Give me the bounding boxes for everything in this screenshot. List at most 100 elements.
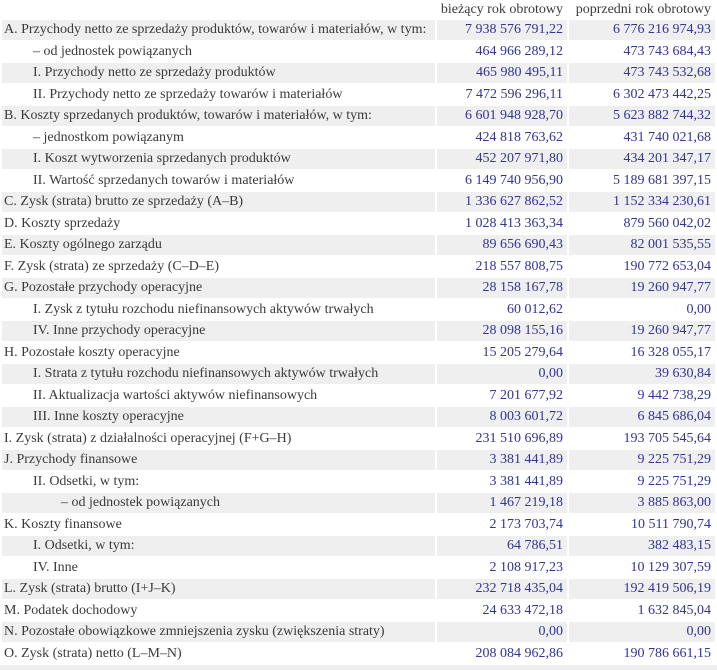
value-current-year: 1 028 413 363,34 — [436, 213, 567, 233]
table-row: II. Wartość sprzedanych towarów i materi… — [2, 170, 715, 190]
value-previous-year: 190 772 653,04 — [569, 256, 715, 276]
value-previous-year: 0,00 — [569, 299, 715, 319]
row-label: E. Koszty ogólnego zarządu — [2, 235, 435, 255]
row-label: K. Koszty finansowe — [2, 514, 435, 534]
table-row: I. Odsetki, w tym: 64 786,51 382 483,15 — [2, 536, 715, 556]
value-previous-year: 39 630,84 — [569, 364, 715, 384]
table-row: II. Aktualizacja wartości aktywów niefin… — [2, 385, 715, 405]
value-current-year: 218 557 808,75 — [436, 256, 567, 276]
value-previous-year: 473 743 532,68 — [569, 63, 715, 83]
table-row: I. Zysk (strata) z działalności operacyj… — [2, 428, 715, 448]
row-label: M. Podatek dochodowy — [2, 600, 435, 620]
value-current-year: 232 718 435,04 — [436, 579, 567, 599]
table-row: O. Zysk (strata) netto (L–M–N) 208 084 96… — [2, 643, 715, 663]
row-label: – jednostkom powiązanym — [2, 127, 435, 147]
value-current-year: 6 149 740 956,90 — [436, 170, 567, 190]
value-previous-year: 382 483,15 — [569, 536, 715, 556]
value-current-year: 2 173 703,74 — [436, 514, 567, 534]
table-row: I. Zysk z tytułu rozchodu niefinansowych… — [2, 299, 715, 319]
value-current-year: 60 012,62 — [436, 299, 567, 319]
table-row: G. Pozostałe przychody operacyjne 28 158 … — [2, 278, 715, 298]
table-row: – od jednostek powiązanych 1 467 219,18 3 … — [2, 493, 715, 513]
table-row: N. Pozostałe obowiązkowe zmniejszenia zy… — [2, 622, 715, 642]
value-previous-year: 5 189 681 397,15 — [569, 170, 715, 190]
value-previous-year: 3 885 863,00 — [569, 493, 715, 513]
value-previous-year: 434 201 347,17 — [569, 149, 715, 169]
value-previous-year: 0,00 — [569, 622, 715, 642]
value-previous-year: 193 705 545,64 — [569, 428, 715, 448]
value-previous-year: 10 511 790,74 — [569, 514, 715, 534]
value-current-year: 452 207 971,80 — [436, 149, 567, 169]
row-label: IV. Inne — [2, 557, 435, 577]
table-row: L. Zysk (strata) brutto (I+J–K) 232 718 4… — [2, 579, 715, 599]
value-current-year: 6 601 948 928,70 — [436, 106, 567, 126]
value-previous-year: 192 419 506,19 — [569, 579, 715, 599]
table-body: A. Przychody netto ze sprzedaży produktó… — [2, 20, 715, 663]
row-label: II. Aktualizacja wartości aktywów niefin… — [2, 385, 435, 405]
value-current-year: 8 003 601,72 — [436, 407, 567, 427]
row-label: I. Przychody netto ze sprzedaży produktó… — [2, 63, 435, 83]
value-previous-year: 1 632 845,04 — [569, 600, 715, 620]
table-row: A. Przychody netto ze sprzedaży produktó… — [2, 20, 715, 40]
value-current-year: 64 786,51 — [436, 536, 567, 556]
table-row: II. Odsetki, w tym: 3 381 441,89 9 225 751… — [2, 471, 715, 491]
value-current-year: 2 108 917,23 — [436, 557, 567, 577]
table-row: J. Przychody finansowe 3 381 441,89 9 225 … — [2, 450, 715, 470]
row-label: H. Pozostałe koszty operacyjne — [2, 342, 435, 362]
header-empty-cell — [2, 2, 435, 18]
value-current-year: 24 633 472,18 — [436, 600, 567, 620]
row-label: B. Koszty sprzedanych produktów, towarów… — [2, 106, 435, 126]
row-label: II. Odsetki, w tym: — [2, 471, 435, 491]
value-previous-year: 9 225 751,29 — [569, 471, 715, 491]
table-row: I. Przychody netto ze sprzedaży produktó… — [2, 63, 715, 83]
row-label: I. Zysk z tytułu rozchodu niefinansowych… — [2, 299, 435, 319]
value-previous-year: 16 328 055,17 — [569, 342, 715, 362]
value-current-year: 208 084 962,86 — [436, 643, 567, 663]
value-previous-year: 6 845 686,04 — [569, 407, 715, 427]
table-row: H. Pozostałe koszty operacyjne 15 205 279… — [2, 342, 715, 362]
table-row: D. Koszty sprzedaży 1 028 413 363,34 879 5… — [2, 213, 715, 233]
value-previous-year: 431 740 021,68 — [569, 127, 715, 147]
value-current-year: 465 980 495,11 — [436, 63, 567, 83]
value-current-year: 1 467 219,18 — [436, 493, 567, 513]
table-row: E. Koszty ogólnego zarządu 89 656 690,43 8… — [2, 235, 715, 255]
row-label: I. Zysk (strata) z działalności operacyj… — [2, 428, 435, 448]
value-current-year: 464 966 289,12 — [436, 41, 567, 61]
table-row: M. Podatek dochodowy 24 633 472,18 1 632 8… — [2, 600, 715, 620]
table-row: B. Koszty sprzedanych produktów, towarów… — [2, 106, 715, 126]
value-current-year: 7 472 596 296,11 — [436, 84, 567, 104]
value-current-year: 3 381 441,89 — [436, 471, 567, 491]
row-label: IV. Inne przychody operacyjne — [2, 321, 435, 341]
value-previous-year: 9 442 738,29 — [569, 385, 715, 405]
row-label: II. Przychody netto ze sprzedaży towarów… — [2, 84, 435, 104]
row-label: I. Strata z tytułu rozchodu niefinansowy… — [2, 364, 435, 384]
value-current-year: 3 381 441,89 — [436, 450, 567, 470]
row-label: A. Przychody netto ze sprzedaży produktó… — [2, 20, 435, 40]
table-row: – od jednostek powiązanych 464 966 289,12… — [2, 41, 715, 61]
value-previous-year: 190 786 661,15 — [569, 643, 715, 663]
value-current-year: 0,00 — [436, 622, 567, 642]
row-label: L. Zysk (strata) brutto (I+J–K) — [2, 579, 435, 599]
row-label: – od jednostek powiązanych — [2, 493, 435, 513]
value-previous-year: 6 776 216 974,93 — [569, 20, 715, 40]
row-label: O. Zysk (strata) netto (L–M–N) — [2, 643, 435, 663]
row-label: I. Koszt wytworzenia sprzedanych produkt… — [2, 149, 435, 169]
value-previous-year: 10 129 307,59 — [569, 557, 715, 577]
header-current-year: bieżący rok obrotowy — [436, 2, 567, 18]
row-label: F. Zysk (strata) ze sprzedaży (C–D–E) — [2, 256, 435, 276]
row-label: – od jednostek powiązanych — [2, 41, 435, 61]
value-current-year: 15 205 279,64 — [436, 342, 567, 362]
header-previous-year: poprzedni rok obrotowy — [569, 2, 715, 18]
table-row: – jednostkom powiązanym 424 818 763,62 431… — [2, 127, 715, 147]
value-current-year: 28 098 155,16 — [436, 321, 567, 341]
value-previous-year: 6 302 473 442,25 — [569, 84, 715, 104]
table-row: C. Zysk (strata) brutto ze sprzedaży (A–… — [2, 192, 715, 212]
value-previous-year: 9 225 751,29 — [569, 450, 715, 470]
value-previous-year: 82 001 535,55 — [569, 235, 715, 255]
value-current-year: 28 158 167,78 — [436, 278, 567, 298]
table-row: IV. Inne przychody operacyjne 28 098 155,… — [2, 321, 715, 341]
table-row: K. Koszty finansowe 2 173 703,74 10 511 79… — [2, 514, 715, 534]
row-label: G. Pozostałe przychody operacyjne — [2, 278, 435, 298]
